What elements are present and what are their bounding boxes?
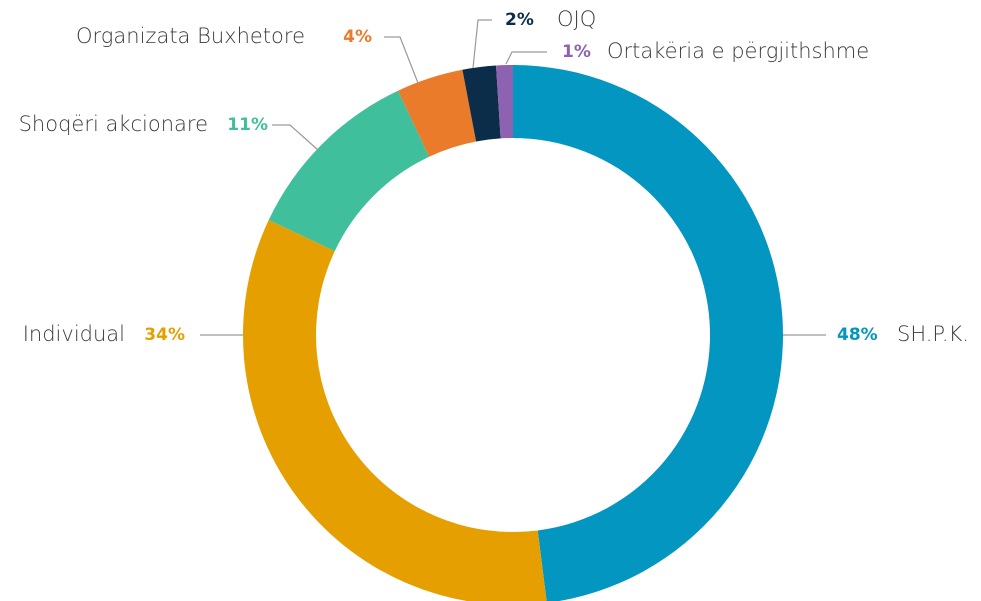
leader-line	[272, 124, 319, 151]
donut-slice	[268, 90, 430, 252]
data-label: 34%	[144, 325, 185, 345]
donut-slice	[398, 69, 477, 157]
donut-slice	[462, 65, 501, 142]
category-label: Shoqëri akcionare	[19, 112, 208, 136]
category-label: OJQ	[557, 7, 596, 31]
data-label: 48%	[837, 325, 878, 345]
data-label: 1%	[562, 42, 591, 62]
leader-line	[472, 19, 492, 69]
donut-slice	[496, 65, 513, 139]
data-label: 11%	[227, 115, 268, 135]
leader-line	[384, 36, 419, 84]
data-label: 4%	[343, 27, 372, 47]
category-label: Individual	[23, 322, 125, 346]
category-label: Organizata Buxhetore	[76, 24, 305, 48]
category-label: Ortakëria e përgjithshme	[607, 39, 869, 63]
category-label: SH.P.K.	[897, 322, 969, 346]
donut-slice	[243, 220, 547, 601]
leader-line	[505, 51, 547, 65]
data-label: 2%	[505, 10, 534, 30]
donut-slice	[513, 65, 783, 601]
